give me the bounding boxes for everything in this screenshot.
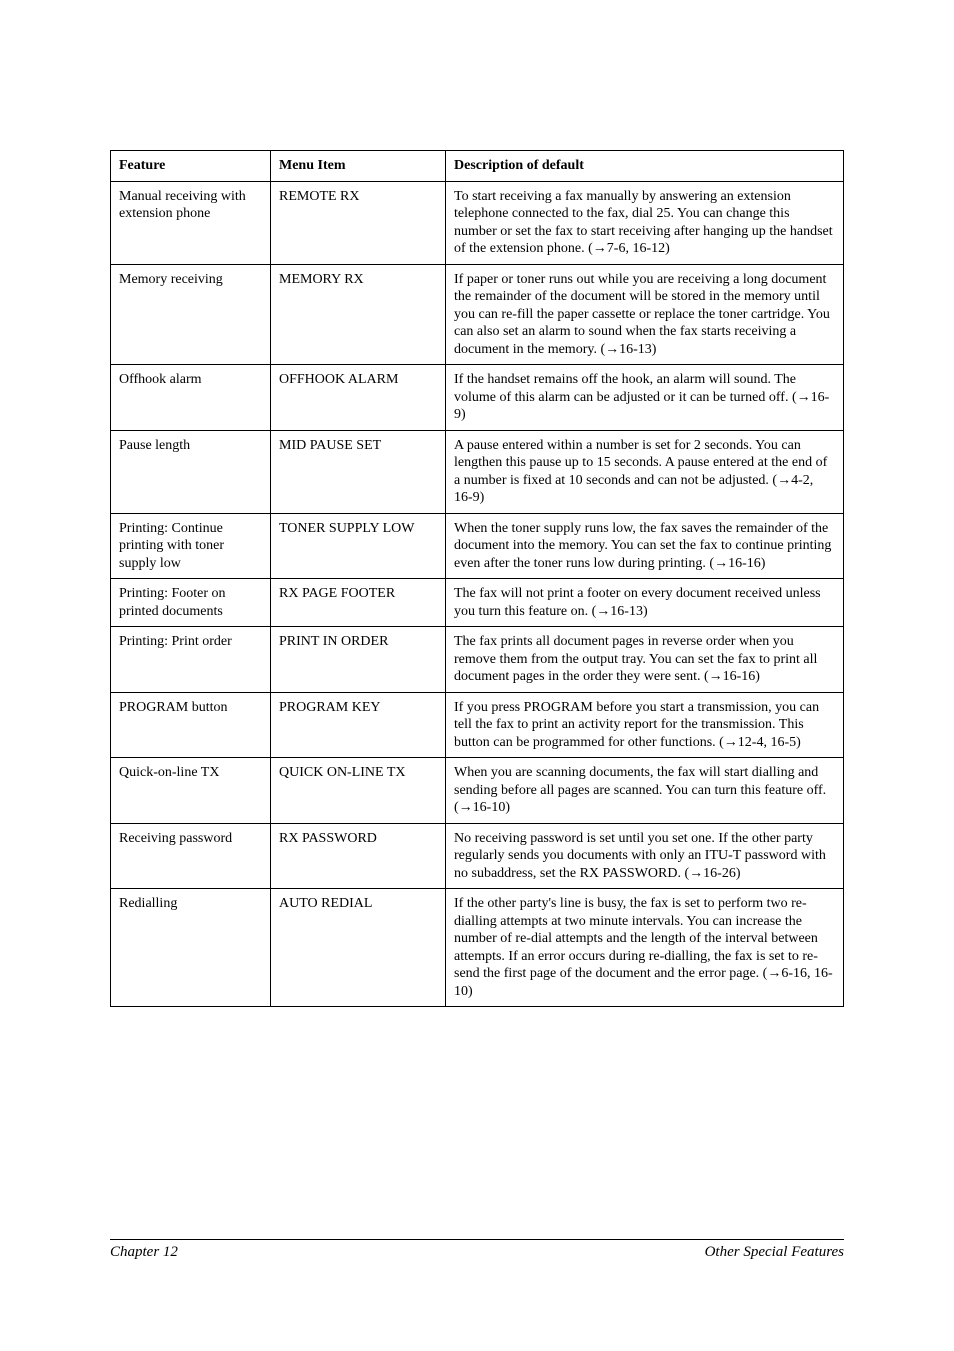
header-feature: Feature [111, 151, 271, 182]
table-row: Memory receivingMEMORY RXIf paper or ton… [111, 264, 844, 365]
cell-menu-item: PROGRAM KEY [271, 692, 446, 758]
cell-menu-item: REMOTE RX [271, 181, 446, 264]
features-table: Feature Menu Item Description of default… [110, 150, 844, 1007]
cell-menu-item: QUICK ON-LINE TX [271, 758, 446, 824]
footer-left: Chapter 12 [110, 1244, 178, 1261]
table-body: Manual receiving with extension phoneREM… [111, 181, 844, 1007]
cell-feature: PROGRAM button [111, 692, 271, 758]
table-row: Printing: Footer on printed documentsRX … [111, 579, 844, 627]
header-menu-item: Menu Item [271, 151, 446, 182]
cell-menu-item: MEMORY RX [271, 264, 446, 365]
cell-description: When the toner supply runs low, the fax … [446, 513, 844, 579]
table-row: PROGRAM buttonPROGRAM KEYIf you press PR… [111, 692, 844, 758]
cell-feature: Printing: Footer on printed documents [111, 579, 271, 627]
cell-description: The fax will not print a footer on every… [446, 579, 844, 627]
cell-description: A pause entered within a number is set f… [446, 430, 844, 513]
page: Feature Menu Item Description of default… [0, 0, 954, 1351]
cell-description: No receiving password is set until you s… [446, 823, 844, 889]
cell-description: When you are scanning documents, the fax… [446, 758, 844, 824]
header-description: Description of default [446, 151, 844, 182]
cell-description: If the other party's line is busy, the f… [446, 889, 844, 1007]
cell-feature: Offhook alarm [111, 365, 271, 431]
table-row: Printing: Print orderPRINT IN ORDERThe f… [111, 627, 844, 693]
page-footer: Chapter 12 Other Special Features [110, 1239, 844, 1261]
table-row: Receiving passwordRX PASSWORDNo receivin… [111, 823, 844, 889]
cell-menu-item: AUTO REDIAL [271, 889, 446, 1007]
cell-menu-item: TONER SUPPLY LOW [271, 513, 446, 579]
cell-menu-item: OFFHOOK ALARM [271, 365, 446, 431]
table-row: Pause lengthMID PAUSE SETA pause entered… [111, 430, 844, 513]
footer-right: Other Special Features [705, 1244, 844, 1261]
cell-description: If the handset remains off the hook, an … [446, 365, 844, 431]
cell-menu-item: MID PAUSE SET [271, 430, 446, 513]
cell-description: To start receiving a fax manually by ans… [446, 181, 844, 264]
cell-feature: Printing: Continue printing with toner s… [111, 513, 271, 579]
cell-feature: Pause length [111, 430, 271, 513]
cell-menu-item: PRINT IN ORDER [271, 627, 446, 693]
cell-feature: Receiving password [111, 823, 271, 889]
cell-description: If you press PROGRAM before you start a … [446, 692, 844, 758]
cell-description: The fax prints all document pages in rev… [446, 627, 844, 693]
cell-description: If paper or toner runs out while you are… [446, 264, 844, 365]
cell-feature: Quick-on-line TX [111, 758, 271, 824]
table-row: Manual receiving with extension phoneREM… [111, 181, 844, 264]
cell-feature: Manual receiving with extension phone [111, 181, 271, 264]
table-header-row: Feature Menu Item Description of default [111, 151, 844, 182]
cell-menu-item: RX PASSWORD [271, 823, 446, 889]
table-row: Quick-on-line TXQUICK ON-LINE TXWhen you… [111, 758, 844, 824]
table-row: RediallingAUTO REDIALIf the other party'… [111, 889, 844, 1007]
cell-menu-item: RX PAGE FOOTER [271, 579, 446, 627]
table-head: Feature Menu Item Description of default [111, 151, 844, 182]
table-row: Offhook alarmOFFHOOK ALARMIf the handset… [111, 365, 844, 431]
cell-feature: Redialling [111, 889, 271, 1007]
cell-feature: Printing: Print order [111, 627, 271, 693]
cell-feature: Memory receiving [111, 264, 271, 365]
table-row: Printing: Continue printing with toner s… [111, 513, 844, 579]
